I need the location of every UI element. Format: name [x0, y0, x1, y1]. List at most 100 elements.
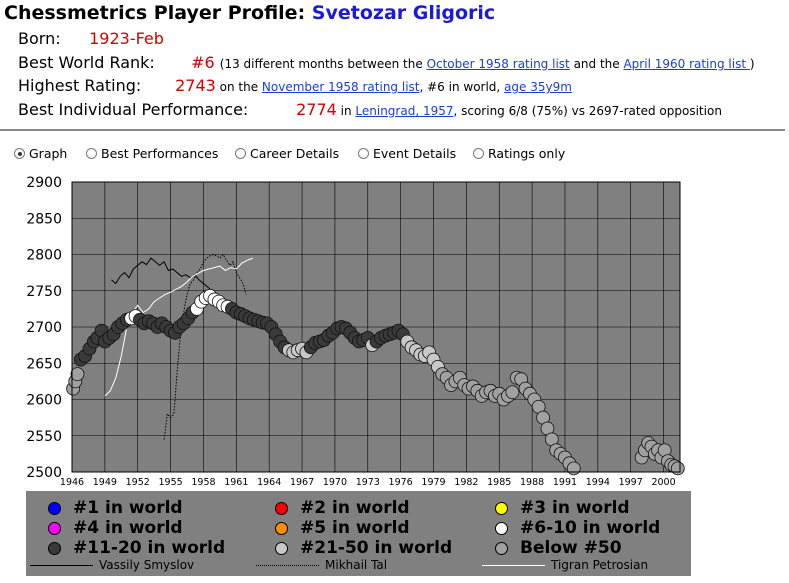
series-line-mikhail-tal [163, 253, 247, 440]
tab-career-details[interactable]: Career Details [235, 146, 339, 161]
legend-rank-2-label: #2 in world [300, 498, 410, 518]
x-tick-label: 1994 [586, 477, 610, 488]
x-tick-label: 1955 [159, 477, 183, 488]
tab-event-details-label: Event Details [373, 146, 457, 161]
y-tick-label: 2700 [26, 320, 62, 336]
y-tick-label: 2750 [26, 284, 62, 300]
y-tick-label: 2500 [26, 465, 62, 481]
x-tick-label: 1988 [520, 477, 544, 488]
x-tick-label: 1976 [389, 477, 413, 488]
legend-swatch-icon [275, 501, 288, 515]
tab-best-performances-label: Best Performances [101, 146, 219, 161]
legend-below-50-label: Below #50 [520, 538, 622, 558]
tab-career-details-label: Career Details [250, 146, 340, 161]
legend-rank-1: #1 in world [48, 498, 183, 518]
page-title: Chessmetrics Player Profile: Svetozar Gl… [4, 2, 495, 24]
april-1960-link[interactable]: April 1960 rating list [623, 57, 750, 71]
highest-text: on the [215, 80, 262, 94]
best-performance-row: Best Individual Performance: 2774 in Len… [18, 100, 722, 119]
perf-text-2: , scoring 6/8 (75%) vs 2697-rated opposi… [453, 104, 722, 118]
tab-best-performances[interactable]: Best Performances [86, 146, 218, 161]
legend-rank-5: #5 in world [275, 518, 410, 538]
legend-rank-11-20: #11-20 in world [48, 538, 225, 558]
rating-point [566, 461, 581, 476]
leningrad-1957-link[interactable]: Leningrad, 1957 [355, 104, 454, 118]
x-tick-label: 1985 [487, 477, 511, 488]
legend-tal-label: Mikhail Tal [325, 558, 388, 572]
legend-rank-6-10-label: #6-10 in world [520, 518, 661, 538]
best-performance-label: Best Individual Performance: [18, 100, 249, 119]
legend-swatch-icon [48, 521, 61, 535]
rank-text-2: and the [569, 57, 624, 71]
legend-rank-1-label: #1 in world [73, 498, 183, 518]
legend-below-50: Below #50 [495, 538, 622, 558]
legend-rank-11-20-label: #11-20 in world [73, 538, 226, 558]
radio-icon[interactable] [86, 148, 97, 159]
x-tick-label: 2000 [651, 477, 675, 488]
x-tick-label: 1964 [257, 477, 281, 488]
highest-rating-row: Highest Rating: 2743 on the November 195… [18, 76, 572, 95]
rank-text-3: ) [749, 57, 755, 71]
legend-line-icon [256, 564, 319, 566]
radio-icon[interactable] [358, 148, 369, 159]
divider [0, 129, 785, 131]
legend-rank-3: #3 in world [495, 498, 630, 518]
legend-swatch-icon [495, 541, 508, 555]
highest-rating-label: Highest Rating: [18, 76, 142, 95]
x-tick-label: 1997 [619, 477, 643, 488]
x-tick-label: 1991 [553, 477, 577, 488]
legend-rank-5-label: #5 in world [300, 518, 410, 538]
radio-icon[interactable] [473, 148, 484, 159]
october-1958-link[interactable]: October 1958 rating list [426, 57, 570, 71]
tab-graph-label: Graph [29, 146, 68, 161]
best-rank-row: Best World Rank: #6 (13 different months… [18, 53, 755, 72]
perf-text: in [336, 104, 356, 118]
highest-rating-value: 2743 [175, 76, 216, 95]
tab-graph[interactable]: Graph [14, 146, 67, 161]
radio-selected-icon[interactable] [14, 148, 25, 159]
best-performance-value: 2774 [296, 100, 337, 119]
y-tick-label: 2650 [26, 356, 62, 372]
x-tick-label: 1958 [191, 477, 215, 488]
legend-rank-2: #2 in world [275, 498, 410, 518]
born-label: Born: [18, 29, 61, 48]
november-1958-link[interactable]: November 1958 rating list [261, 80, 420, 94]
y-tick-label: 2600 [26, 393, 62, 409]
player-name: Svetozar Gligoric [311, 2, 496, 24]
tab-ratings-only-label: Ratings only [488, 146, 566, 161]
tab-ratings-only[interactable]: Ratings only [473, 146, 565, 161]
born-value: 1923-Feb [89, 29, 164, 48]
legend-line-icon [30, 564, 93, 566]
radio-icon[interactable] [235, 148, 246, 159]
highest-text-2: , #6 in world, [419, 80, 505, 94]
rating-point [70, 367, 85, 382]
age-link[interactable]: age 35y9m [504, 80, 572, 94]
tab-event-details[interactable]: Event Details [358, 146, 456, 161]
x-tick-label: 1982 [454, 477, 478, 488]
rating-point [670, 461, 685, 476]
y-tick-label: 2800 [26, 248, 62, 264]
legend-rank-6-10: #6-10 in world [495, 518, 660, 538]
legend-rank-21-50: #21-50 in world [275, 538, 452, 558]
plot-border [71, 181, 681, 473]
legend-line-icon [482, 564, 545, 566]
legend-swatch-icon [495, 521, 508, 535]
legend-rank-21-50-label: #21-50 in world [300, 538, 453, 558]
y-tick-label: 2900 [26, 175, 62, 191]
legend-rank-4-label: #4 in world [73, 518, 183, 538]
x-tick-label: 1949 [93, 477, 117, 488]
series-line-vassily-smyslov [111, 257, 217, 295]
legend-smyslov-label: Vassily Smyslov [99, 558, 195, 572]
legend-rank-3-label: #3 in world [520, 498, 630, 518]
legend-swatch-icon [48, 541, 61, 555]
legend-tal: Mikhail Tal [256, 558, 387, 572]
x-tick-label: 1946 [60, 477, 84, 488]
y-tick-label: 2550 [26, 429, 62, 445]
chart-legend: #1 in world #2 in world #3 in world #4 i… [26, 491, 691, 576]
best-rank-value: #6 [191, 53, 215, 72]
legend-swatch-icon [48, 501, 61, 515]
x-tick-label: 1970 [323, 477, 347, 488]
legend-swatch-icon [275, 521, 288, 535]
x-tick-label: 1967 [290, 477, 314, 488]
legend-petrosian: Tigran Petrosian [482, 558, 648, 572]
